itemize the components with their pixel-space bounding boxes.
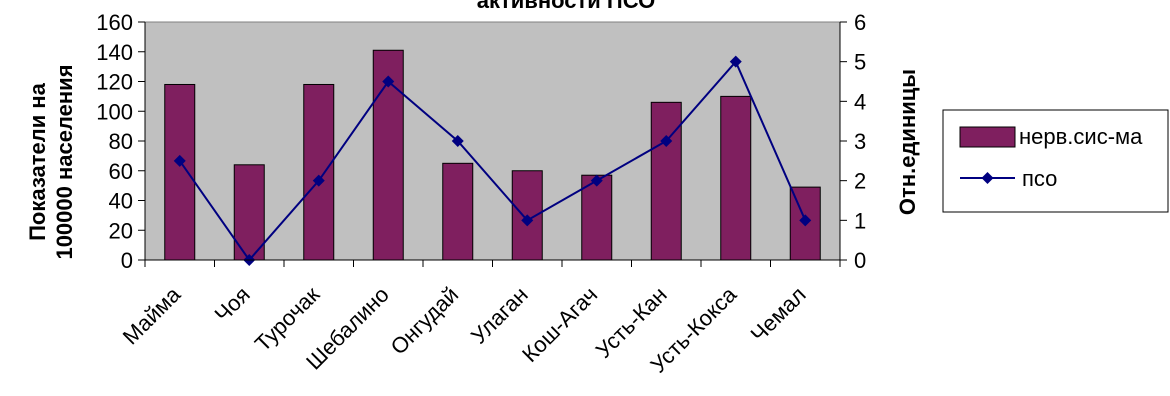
right-tick-label: 4 xyxy=(854,89,866,114)
bar-1 xyxy=(164,83,196,261)
left-axis-ticks: 0 20 40 60 80 100 120 140 160 xyxy=(96,10,145,273)
bar-5 xyxy=(442,162,474,261)
right-tick-label: 3 xyxy=(854,129,866,154)
legend-swatch-bar xyxy=(959,126,1016,148)
left-tick-label: 120 xyxy=(96,70,133,95)
bars-layer xyxy=(164,49,821,261)
bar-8 xyxy=(650,101,682,261)
right-axis-ticks: 0 1 2 3 4 5 6 xyxy=(840,10,866,273)
right-tick-label: 2 xyxy=(854,169,866,194)
pso-point-3 xyxy=(312,174,325,187)
category-label: Кош-Агач xyxy=(517,282,602,367)
category-label: Чоя xyxy=(210,282,255,327)
pso-point-4 xyxy=(382,75,395,88)
right-tick-label: 5 xyxy=(854,50,866,75)
left-tick-label: 20 xyxy=(109,218,133,243)
category-label: Онгудай xyxy=(386,282,464,360)
bar-7 xyxy=(581,174,613,261)
right-axis-title: Отн.единицы xyxy=(895,69,920,215)
bar-9 xyxy=(720,95,752,261)
pso-point-1 xyxy=(173,154,186,167)
pso-point-6 xyxy=(521,214,534,227)
pso-point-7 xyxy=(590,174,603,187)
left-axis-title-line-2: 100000 населения xyxy=(52,64,77,259)
legend-swatch-marker xyxy=(981,172,994,184)
left-tick-label: 60 xyxy=(109,159,133,184)
pso-point-8 xyxy=(660,135,673,147)
category-label: Улаган xyxy=(466,282,533,349)
category-label: Чемал xyxy=(746,282,811,347)
left-tick-label: 80 xyxy=(109,129,133,154)
left-tick-label: 160 xyxy=(96,10,133,35)
right-tick-label: 1 xyxy=(854,208,866,233)
pso-point-5 xyxy=(451,135,464,147)
bar-3 xyxy=(303,83,335,261)
right-tick-label: 0 xyxy=(854,248,866,273)
left-axis-title-line-1: Показатели на xyxy=(25,82,50,241)
left-tick-label: 100 xyxy=(96,99,133,124)
pso-line xyxy=(178,59,807,262)
legend-label-bar: нерв.сис-ма xyxy=(1019,124,1143,149)
right-tick-label: 6 xyxy=(854,10,866,35)
left-tick-label: 40 xyxy=(109,189,133,214)
left-tick-label: 140 xyxy=(96,40,133,65)
legend-label-line: псо xyxy=(1022,166,1057,191)
pso-point-9 xyxy=(729,55,742,68)
category-label: Майма xyxy=(118,281,186,349)
left-tick-label: 0 xyxy=(121,248,133,273)
pso-point-10 xyxy=(799,214,812,227)
chart-title: активности ПСО xyxy=(477,0,655,13)
